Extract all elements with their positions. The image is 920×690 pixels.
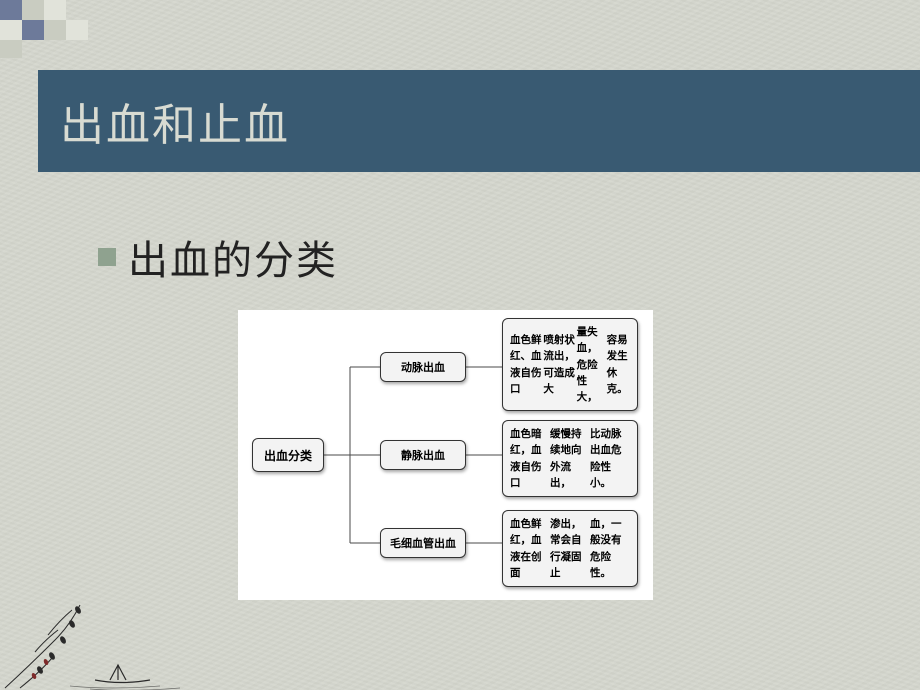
deco-square <box>44 0 66 20</box>
diagram-mid-node-arterial: 动脉出血 <box>380 352 466 382</box>
deco-square <box>0 20 22 40</box>
title-bar: 出血和止血 <box>38 70 920 172</box>
classification-diagram: 出血分类 动脉出血静脉出血毛细血管出血 血色鲜红、血液自伤口喷射状流出，可造成大量失… <box>238 310 653 600</box>
deco-square <box>0 40 22 58</box>
subheading-text: 出血的分类 <box>128 228 338 286</box>
diagram-mid-node-venous: 静脉出血 <box>380 440 466 470</box>
diagram-mid-node-capillary: 毛细血管出血 <box>380 528 466 558</box>
diagram-desc-node-venous: 血色暗红，血液自伤口缓慢持续地向外流出，比动脉出血危险性小。 <box>502 420 638 497</box>
deco-square <box>44 20 66 40</box>
corner-decoration <box>0 0 200 60</box>
diagram-desc-node-arterial: 血色鲜红、血液自伤口喷射状流出，可造成大量失血，危险性大，容易发生休克。 <box>502 318 638 411</box>
deco-square <box>0 0 22 20</box>
bullet-icon <box>98 248 116 266</box>
deco-square <box>22 0 44 20</box>
deco-square <box>22 20 44 40</box>
diagram-root-node: 出血分类 <box>252 438 324 472</box>
diagram-desc-node-capillary: 血色鲜红，血液在创面渗出，常会自行凝固止血，一般没有危险性。 <box>502 510 638 587</box>
subheading-row: 出血的分类 <box>98 228 338 286</box>
slide-title: 出血和止血 <box>60 89 290 153</box>
deco-square <box>66 20 88 40</box>
